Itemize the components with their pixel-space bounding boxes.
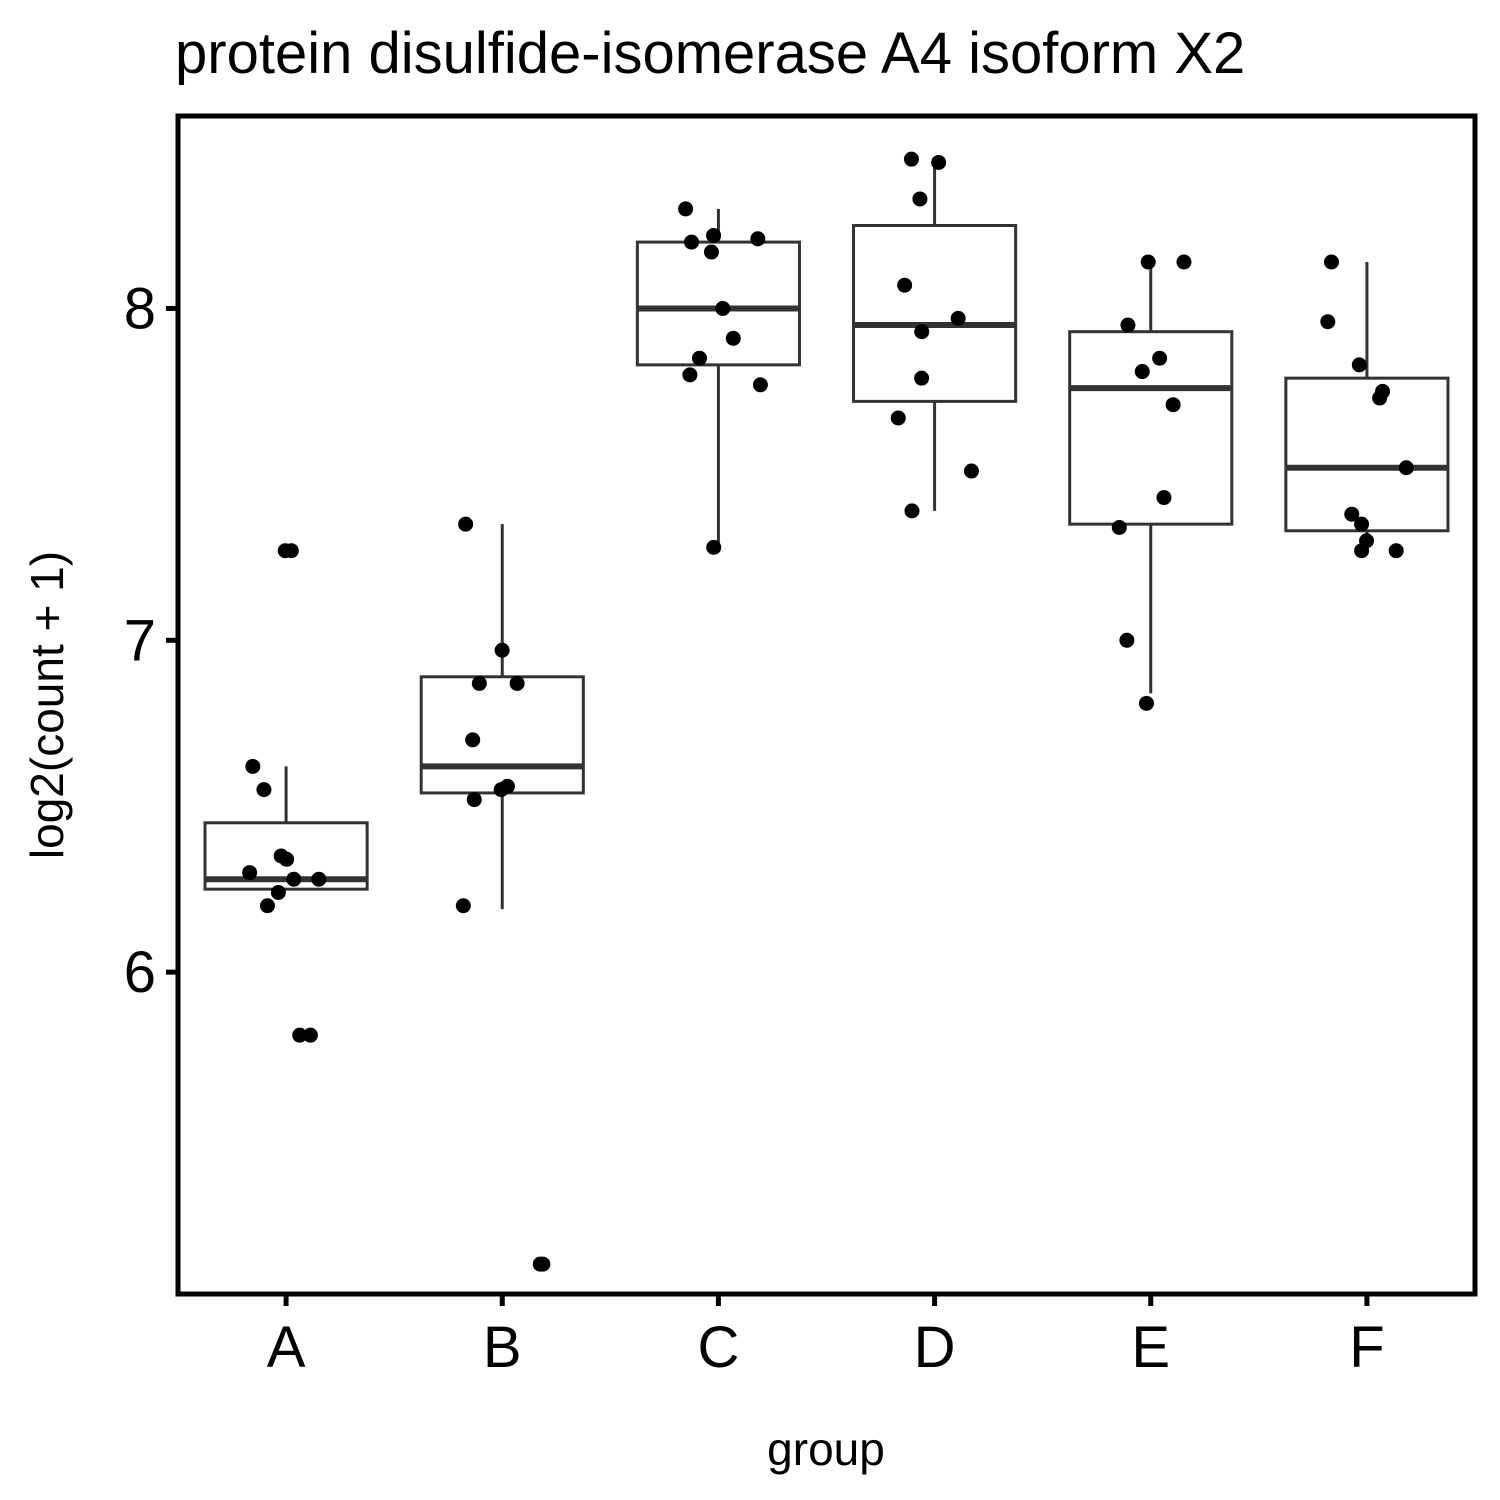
data-point bbox=[279, 851, 295, 867]
box-B bbox=[419, 524, 585, 910]
x-tick-label: F bbox=[1349, 1315, 1384, 1380]
data-point bbox=[1320, 314, 1336, 330]
data-point bbox=[1398, 460, 1414, 476]
x-tick-label: B bbox=[483, 1315, 522, 1380]
data-point bbox=[493, 782, 509, 798]
box-E bbox=[1068, 262, 1234, 694]
data-point bbox=[752, 377, 768, 393]
box-F bbox=[1284, 262, 1450, 541]
chart-title: protein disulfide-isomerase A4 isoform X… bbox=[175, 21, 1245, 86]
data-point bbox=[1372, 390, 1388, 406]
data-point bbox=[1344, 506, 1360, 522]
data-point bbox=[904, 503, 920, 519]
data-point bbox=[286, 871, 302, 887]
data-point bbox=[311, 871, 327, 887]
y-axis: 6 7 8 bbox=[124, 276, 178, 1005]
data-point bbox=[684, 234, 700, 250]
data-point bbox=[1323, 254, 1339, 270]
x-axis-title: group bbox=[767, 1423, 885, 1475]
points-C bbox=[678, 201, 768, 555]
data-point bbox=[750, 231, 766, 247]
box-C bbox=[635, 208, 801, 548]
data-point bbox=[1111, 519, 1127, 535]
points-A bbox=[242, 543, 327, 1043]
data-point bbox=[259, 898, 275, 914]
box-iqr bbox=[852, 224, 1018, 403]
data-point bbox=[1165, 397, 1181, 413]
data-point bbox=[1140, 254, 1156, 270]
data-point bbox=[1388, 543, 1404, 559]
points-B bbox=[455, 516, 551, 1272]
x-axis: A B C D E F bbox=[267, 1294, 1385, 1380]
data-point bbox=[283, 543, 299, 559]
data-point bbox=[1351, 357, 1367, 373]
plot-elements bbox=[203, 151, 1450, 1272]
data-point bbox=[242, 865, 258, 881]
data-point bbox=[535, 1256, 551, 1272]
data-point bbox=[706, 539, 722, 555]
data-point bbox=[292, 1027, 308, 1043]
data-point bbox=[1119, 632, 1135, 648]
data-point bbox=[245, 758, 261, 774]
box-iqr bbox=[1284, 376, 1450, 533]
data-point bbox=[1354, 516, 1370, 532]
data-point bbox=[458, 516, 474, 532]
box-A bbox=[203, 766, 369, 891]
y-tick-label: 7 bbox=[124, 608, 156, 673]
data-point bbox=[1176, 254, 1192, 270]
data-point bbox=[1134, 364, 1150, 380]
data-point bbox=[302, 1027, 318, 1043]
data-point bbox=[1354, 543, 1370, 559]
data-point bbox=[903, 151, 919, 167]
data-point bbox=[494, 642, 510, 658]
data-point bbox=[963, 463, 979, 479]
data-point bbox=[270, 884, 286, 900]
y-axis-title: log2(count + 1) bbox=[21, 551, 73, 859]
data-point bbox=[256, 782, 272, 798]
data-point bbox=[897, 277, 913, 293]
data-point bbox=[890, 410, 906, 426]
points-F bbox=[1320, 254, 1414, 559]
data-point bbox=[1138, 695, 1154, 711]
data-point bbox=[931, 154, 947, 170]
data-point bbox=[1156, 490, 1172, 506]
data-point bbox=[914, 324, 930, 340]
data-point bbox=[725, 330, 741, 346]
x-tick-label: A bbox=[267, 1315, 306, 1380]
points-D bbox=[890, 151, 979, 519]
data-point bbox=[1152, 350, 1168, 366]
data-point bbox=[914, 370, 930, 386]
data-point bbox=[455, 898, 471, 914]
data-point bbox=[703, 244, 719, 260]
data-point bbox=[691, 350, 707, 366]
data-point bbox=[466, 792, 482, 808]
data-point bbox=[682, 367, 698, 383]
plot-panel-frame bbox=[175, 113, 1478, 1297]
x-tick-label: D bbox=[914, 1315, 956, 1380]
box-iqr bbox=[419, 675, 585, 795]
data-point bbox=[509, 675, 525, 691]
data-point bbox=[950, 310, 966, 326]
points-E bbox=[1111, 254, 1192, 711]
data-point bbox=[706, 227, 722, 243]
x-tick-label: E bbox=[1131, 1315, 1170, 1380]
x-tick-label: C bbox=[697, 1315, 739, 1380]
data-point bbox=[471, 675, 487, 691]
box-iqr bbox=[1068, 330, 1234, 526]
y-tick-label: 8 bbox=[124, 276, 156, 341]
data-point bbox=[715, 300, 731, 316]
data-point bbox=[678, 201, 694, 217]
y-tick-label: 6 bbox=[124, 940, 156, 1005]
data-point bbox=[1120, 317, 1136, 333]
data-point bbox=[912, 191, 928, 207]
data-point bbox=[465, 732, 481, 748]
box-D bbox=[852, 159, 1018, 511]
